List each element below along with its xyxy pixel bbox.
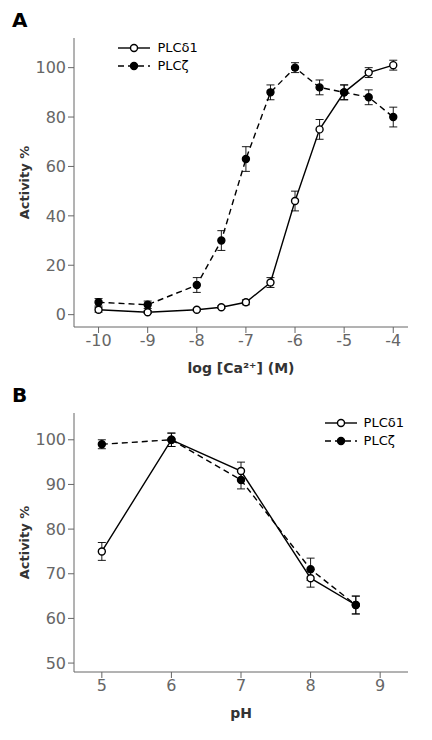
- svg-text:log [Ca²⁺] (M): log [Ca²⁺] (M): [188, 360, 295, 376]
- svg-text:80: 80: [46, 108, 66, 127]
- svg-text:7: 7: [236, 676, 246, 695]
- svg-text:20: 20: [46, 256, 66, 275]
- svg-text:-7: -7: [238, 331, 254, 350]
- html-text:PLCζ: PLCζ: [157, 58, 189, 73]
- html-text:PLCδ1: PLCδ1: [363, 415, 404, 430]
- svg-text:50: 50: [46, 654, 66, 673]
- svg-text:-10: -10: [85, 331, 111, 350]
- svg-text:-9: -9: [140, 331, 156, 350]
- svg-text:90: 90: [46, 475, 66, 494]
- svg-text:80: 80: [46, 520, 66, 539]
- svg-text:100: 100: [35, 58, 66, 77]
- svg-text:Activity %: Activity %: [17, 506, 32, 580]
- svg-text:6: 6: [166, 676, 176, 695]
- svg-text:8: 8: [305, 676, 315, 695]
- html-text:A: A: [12, 8, 28, 32]
- html-text:PLCδ1: PLCδ1: [157, 40, 198, 55]
- svg-text:9: 9: [375, 676, 385, 695]
- svg-text:-5: -5: [336, 331, 352, 350]
- svg-text:60: 60: [46, 609, 66, 628]
- svg-text:-4: -4: [385, 331, 401, 350]
- svg-text:100: 100: [35, 430, 66, 449]
- svg-text:-8: -8: [189, 331, 205, 350]
- html-text:PLCζ: PLCζ: [363, 433, 395, 448]
- svg-text:70: 70: [46, 564, 66, 583]
- html-text:B: B: [12, 383, 28, 407]
- svg-text:60: 60: [46, 157, 66, 176]
- svg-text:-6: -6: [287, 331, 303, 350]
- svg-text:pH: pH: [230, 705, 252, 721]
- svg-text:5: 5: [97, 676, 107, 695]
- svg-text:40: 40: [46, 207, 66, 226]
- svg-text:0: 0: [56, 305, 66, 324]
- svg-text:Activity %: Activity %: [17, 146, 32, 220]
